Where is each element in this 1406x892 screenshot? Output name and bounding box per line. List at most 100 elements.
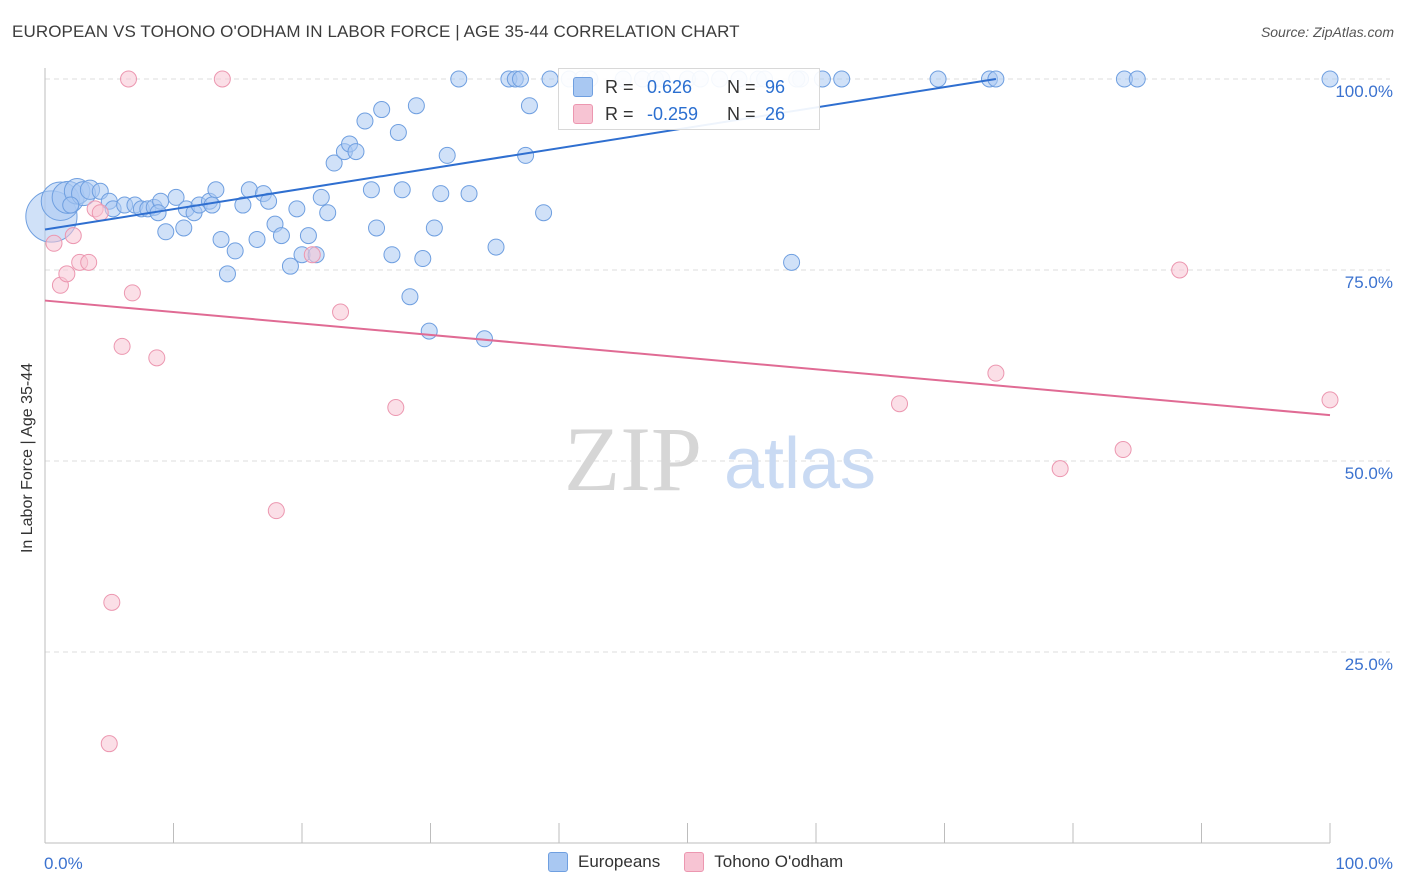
europeans-point — [511, 70, 529, 88]
legend-swatch-pink — [684, 852, 705, 872]
tohono-point — [891, 395, 909, 413]
tohono-point — [120, 70, 138, 88]
trend-lines — [44, 78, 1331, 417]
x-tick-label: 100.0% — [1335, 854, 1393, 873]
watermark: ZIP atlas — [564, 408, 876, 510]
legend-label-tohono: Tohono O'odham — [714, 852, 844, 871]
europeans-point — [299, 227, 317, 245]
europeans-point — [212, 230, 230, 248]
y-tick-label: 75.0% — [1345, 273, 1393, 292]
europeans-point — [248, 230, 266, 248]
stats-r-value: -0.259 — [647, 103, 699, 124]
tohono-point — [1321, 391, 1339, 409]
europeans-point — [319, 204, 337, 222]
grid-lines — [45, 78, 1390, 653]
europeans-point — [373, 101, 391, 119]
tohono-point — [1171, 261, 1189, 279]
stats-n-label: N = — [727, 76, 756, 97]
series-legend: Europeans Tohono O'odham — [548, 852, 867, 872]
tohono-point — [267, 502, 285, 520]
europeans-point — [438, 146, 456, 164]
europeans-point — [157, 223, 175, 241]
europeans-point — [347, 143, 365, 161]
stats-n-value: 96 — [765, 76, 786, 97]
tohono-point — [387, 399, 405, 417]
europeans-point — [535, 204, 553, 222]
tohono-point — [100, 735, 118, 753]
tohono-point — [80, 253, 98, 271]
europeans-point — [207, 181, 225, 199]
europeans-point — [929, 70, 947, 88]
stats-n-value: 26 — [765, 103, 786, 124]
europeans-point — [460, 185, 478, 203]
europeans-point — [541, 70, 559, 88]
europeans-point — [487, 238, 505, 256]
europeans-point — [203, 196, 221, 214]
europeans-point — [312, 188, 330, 206]
stats-row-europeans: R = 0.626 N = 96 — [573, 74, 785, 100]
stats-swatch-blue — [573, 77, 593, 97]
watermark-zip: ZIP — [564, 408, 702, 510]
tohono-point — [58, 265, 76, 283]
tohono-point — [123, 284, 141, 302]
watermark-atlas: atlas — [724, 424, 876, 504]
europeans-point — [356, 112, 374, 130]
tohono-point — [1051, 460, 1069, 478]
tohono-point — [332, 303, 350, 321]
europeans-point — [281, 257, 299, 275]
y-tick-label: 25.0% — [1345, 655, 1393, 674]
europeans-point — [234, 196, 252, 214]
stats-n-label: N = — [727, 103, 756, 124]
europeans-point — [520, 97, 538, 115]
europeans-point — [401, 288, 419, 306]
stats-row-tohono: R = -0.259 N = 26 — [573, 101, 785, 127]
legend-swatch-blue — [548, 852, 568, 872]
europeans-point — [783, 253, 801, 271]
stats-r-value: 0.626 — [647, 76, 693, 97]
europeans-point — [175, 219, 193, 237]
x-tick-label: 0.0% — [44, 854, 83, 873]
europeans-point — [393, 181, 411, 199]
chart-title: EUROPEAN VS TOHONO O'ODHAM IN LABOR FORC… — [12, 22, 740, 41]
europeans-point — [425, 219, 443, 237]
europeans-point — [167, 188, 185, 206]
tohono-point — [113, 337, 131, 355]
europeans-point — [407, 97, 425, 115]
tohono-point — [303, 246, 321, 264]
europeans-point — [362, 181, 380, 199]
europeans-point — [414, 250, 432, 268]
tick-labels: 25.0% 50.0% 75.0% 100.0% 0.0% 100.0% — [44, 82, 1393, 873]
tohono-point — [91, 204, 109, 222]
tohono-point — [213, 70, 231, 88]
y-tick-label: 50.0% — [1345, 464, 1393, 483]
tohono-point — [987, 364, 1005, 382]
europeans-point — [288, 200, 306, 218]
europeans-point — [1321, 70, 1339, 88]
europeans-point — [1128, 70, 1146, 88]
tohono-point — [148, 349, 166, 367]
tohono-trend-line — [44, 299, 1331, 417]
europeans-point — [272, 227, 290, 245]
y-tick-label: 100.0% — [1335, 82, 1393, 101]
legend-label-europeans: Europeans — [578, 852, 661, 871]
europeans-trend-line — [44, 78, 997, 231]
stats-swatch-pink — [573, 104, 593, 124]
europeans-point — [218, 265, 236, 283]
stats-r-label: R = — [605, 103, 634, 124]
legend-item-europeans[interactable]: Europeans — [548, 852, 660, 872]
legend-item-tohono[interactable]: Tohono O'odham — [684, 852, 843, 872]
tohono-point — [1114, 441, 1132, 459]
europeans-point — [226, 242, 244, 260]
europeans-point — [450, 70, 468, 88]
europeans-point — [432, 185, 450, 203]
europeans-point — [833, 70, 851, 88]
europeans-point — [368, 219, 386, 237]
source-label: Source: ZipAtlas.com — [1260, 24, 1394, 40]
europeans-point — [325, 154, 343, 172]
europeans-point — [420, 322, 438, 340]
europeans-point — [389, 123, 407, 141]
tohono-point — [103, 593, 121, 611]
europeans-point — [62, 196, 80, 214]
tohono-point — [45, 234, 63, 252]
